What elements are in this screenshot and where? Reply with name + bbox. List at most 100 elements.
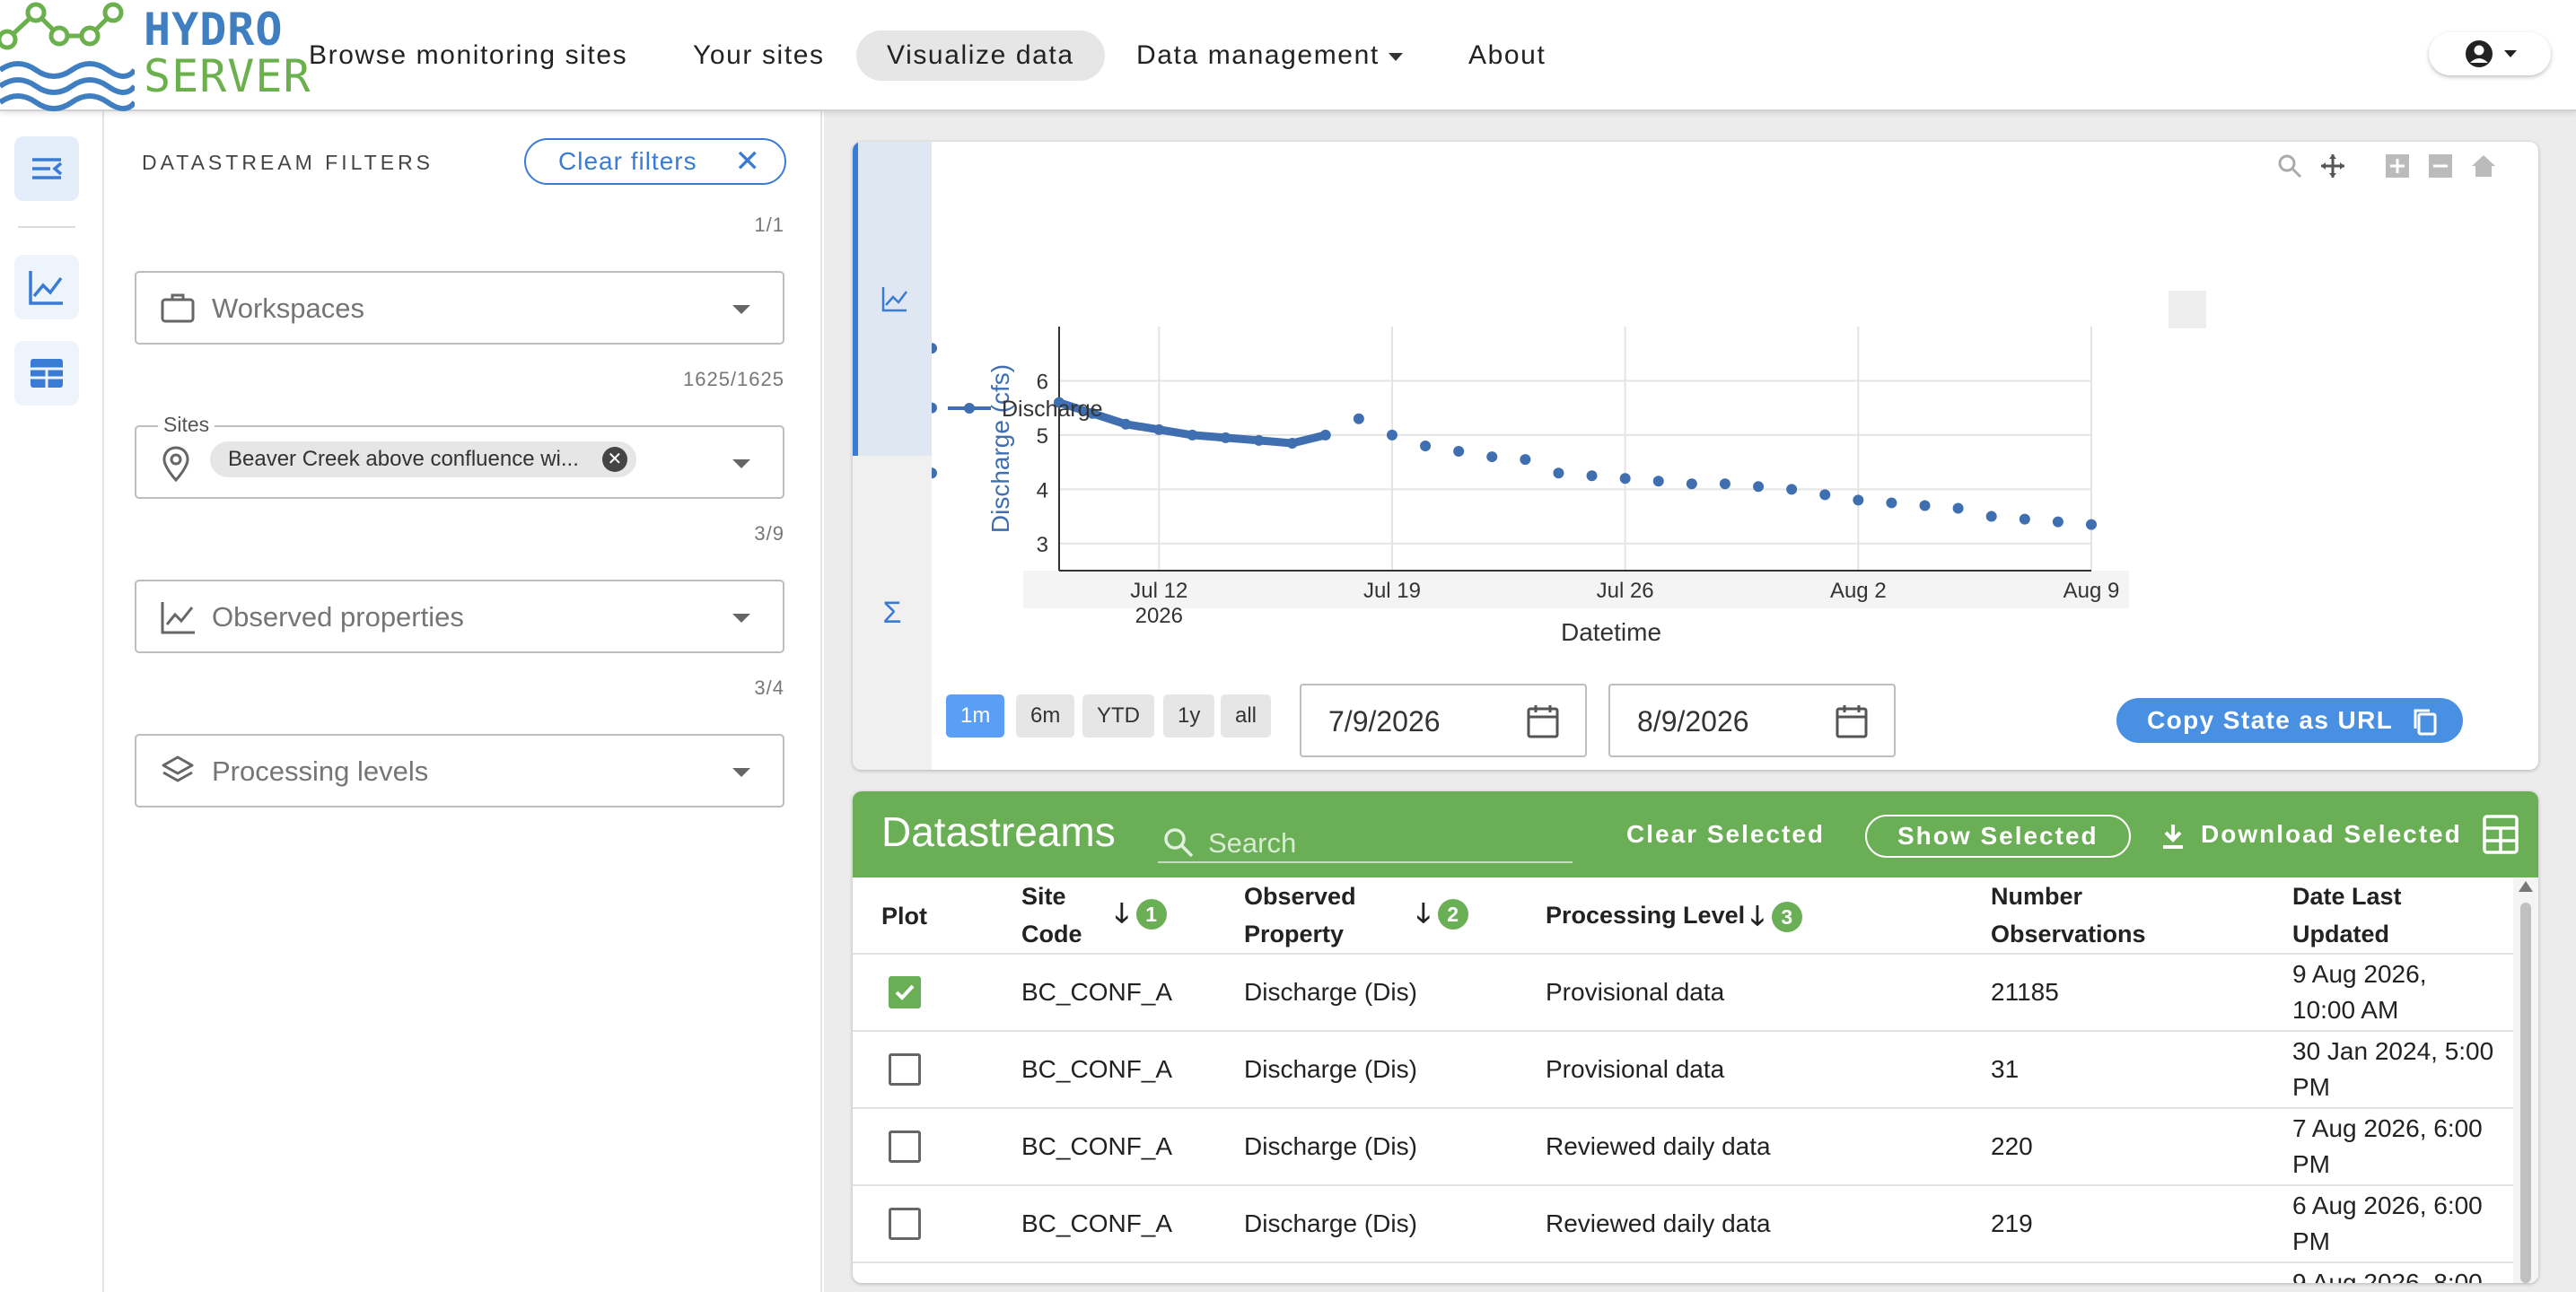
zoom-icon[interactable]: [2274, 151, 2305, 181]
map-pin-icon: [162, 446, 189, 483]
table-row[interactable]: BC_CONF_A Discharge (Dis) Provisional data…: [853, 1030, 2513, 1107]
range-button-1y[interactable]: 1y: [1163, 694, 1215, 738]
data-point: [1919, 500, 1931, 511]
table-row[interactable]: BC_CONF_A Discharge (Dis) Reviewed daily d…: [853, 1184, 2513, 1261]
sites-count: 1625/1625: [683, 368, 784, 390]
data-point: [1253, 434, 1265, 446]
end-date-field[interactable]: 8/9/2026: [1608, 684, 1896, 757]
table-settings-icon[interactable]: [2483, 815, 2519, 854]
data-point: [1453, 446, 1465, 458]
data-point: [2019, 513, 2030, 525]
dropdown-arrow-icon: [732, 305, 750, 314]
y-tick-label: 5: [1037, 424, 1048, 449]
data-point: [1386, 429, 1398, 441]
download-selected-button[interactable]: Download Selected: [2161, 815, 2462, 858]
calendar-icon[interactable]: [1835, 703, 1869, 739]
copy-state-url-button[interactable]: Copy State as URL: [2116, 698, 2463, 743]
column-header-processing-level[interactable]: Processing Level 🡓 3: [1546, 896, 1905, 972]
plot-checkbox[interactable]: [889, 1130, 921, 1163]
data-point: [932, 402, 937, 414]
column-header-site-code[interactable]: Site Code 🡓 1: [1021, 877, 1246, 953]
cell-observed-property: Discharge (Dis): [1244, 978, 1417, 1006]
column-header-observed-property[interactable]: Observed Property 🡓 2: [1244, 877, 1513, 953]
y-axis-title: Discharge (cfs): [986, 364, 1014, 533]
workspaces-select[interactable]: Workspaces: [135, 271, 784, 345]
range-button-ytd[interactable]: YTD: [1082, 694, 1154, 738]
plot-checkbox[interactable]: [889, 976, 921, 1008]
legend-label: Discharge: [1002, 397, 1103, 422]
pan-icon[interactable]: [2318, 151, 2348, 181]
observed-properties-select[interactable]: Observed properties: [135, 580, 784, 653]
processing-levels-count: 3/4: [754, 677, 784, 699]
scrollbar-thumb[interactable]: [2520, 903, 2531, 1283]
show-selected-button[interactable]: Show Selected: [1865, 815, 2131, 858]
hydroserver-logo[interactable]: HYDRO SERVER: [0, 0, 311, 111]
search-placeholder: Search: [1208, 827, 1297, 859]
data-point: [1952, 502, 1964, 514]
datastreams-card: Datastreams Search Clear Selected Show S…: [853, 791, 2538, 1283]
data-point: [932, 467, 937, 479]
cell-observed-property: Discharge (Dis): [1244, 1209, 1417, 1237]
nav-about[interactable]: About: [1468, 40, 1546, 70]
plot-checkbox[interactable]: [889, 1208, 921, 1240]
range-button-6m[interactable]: 6m: [1016, 694, 1075, 738]
cell-site-code: BC_CONF_A: [1021, 1132, 1173, 1160]
data-point: [932, 343, 937, 354]
nav-visualize-data[interactable]: Visualize data: [856, 31, 1105, 81]
toggle-table-button[interactable]: [14, 341, 79, 406]
processing-levels-select[interactable]: Processing levels: [135, 734, 784, 808]
range-button-1m[interactable]: 1m: [946, 694, 1005, 738]
cell-site-code: BC_CONF_A: [1021, 1209, 1173, 1237]
sort-order-badge: 1: [1135, 898, 1167, 930]
y-tick-label: 4: [1037, 478, 1048, 502]
tab-plot[interactable]: [853, 142, 932, 456]
start-date-field[interactable]: 7/9/2026: [1300, 684, 1587, 757]
data-point: [2086, 519, 2097, 530]
zoom-in-icon[interactable]: [2382, 151, 2413, 181]
data-point: [1586, 470, 1598, 482]
sites-select[interactable]: Sites Beaver Creek above confluence wi..…: [135, 413, 784, 499]
collapse-filters-button[interactable]: [14, 136, 79, 201]
site-chip[interactable]: Beaver Creek above confluence wi... ✕: [210, 441, 636, 477]
chip-remove-icon[interactable]: ✕: [601, 447, 627, 472]
datastreams-search-input[interactable]: Search: [1158, 818, 1573, 863]
reset-axes-icon[interactable]: [2468, 151, 2499, 181]
y-tick-label: 3: [1037, 533, 1048, 557]
tab-statistics[interactable]: Σ: [853, 456, 932, 770]
chart-legend[interactable]: Discharge: [948, 397, 1103, 422]
data-point: [1619, 473, 1631, 484]
clear-selected-button[interactable]: Clear Selected: [1626, 820, 1825, 848]
column-header-date-last-updated[interactable]: Date Last Updated: [2292, 877, 2402, 953]
x-tick-label: Jul 26: [1597, 579, 1654, 603]
datastream-filters-panel: DATASTREAM FILTERS Clear filters ✕ 1/1 W…: [104, 111, 822, 1292]
table-row[interactable]: dISCHARGE9 Aug 2026, 8:00: [853, 1261, 2513, 1283]
column-header-number-observations[interactable]: Number Observations: [1991, 877, 2146, 953]
legend-toggle-box[interactable]: [2169, 291, 2206, 328]
plot-checkbox[interactable]: [889, 1053, 921, 1086]
search-icon: [1164, 828, 1194, 858]
toggle-chart-button[interactable]: [14, 255, 79, 319]
data-point: [1853, 494, 1864, 506]
left-rail: [0, 111, 104, 1292]
date-line1: 30 Jan 2024, 5:00: [2292, 1037, 2494, 1065]
account-menu-button[interactable]: [2429, 32, 2551, 75]
nav-your-sites[interactable]: Your sites: [693, 40, 825, 70]
zoom-out-icon[interactable]: [2425, 151, 2456, 181]
column-header-plot[interactable]: Plot: [881, 903, 927, 930]
nav-browse-monitoring-sites[interactable]: Browse monitoring sites: [309, 40, 628, 70]
observed-header-line2: Property: [1244, 921, 1345, 947]
range-button-all[interactable]: all: [1221, 694, 1272, 738]
nav-data-management[interactable]: Data management: [1106, 31, 1433, 81]
calendar-icon[interactable]: [1526, 703, 1560, 739]
data-point: [1120, 418, 1132, 430]
filters-title: DATASTREAM FILTERS: [142, 151, 434, 174]
scroll-up-arrow-icon[interactable]: [2519, 881, 2533, 892]
data-point: [1486, 451, 1498, 463]
table-row[interactable]: BC_CONF_A Discharge (Dis) Reviewed daily d…: [853, 1107, 2513, 1184]
date-line1: 7 Aug 2026, 6:00: [2292, 1114, 2483, 1142]
clear-filters-button[interactable]: Clear filters ✕: [524, 138, 786, 185]
table-row[interactable]: BC_CONF_A Discharge (Dis) Provisional data…: [853, 953, 2513, 1030]
workspaces-label: Workspaces: [212, 292, 364, 324]
data-point: [1187, 429, 1198, 441]
